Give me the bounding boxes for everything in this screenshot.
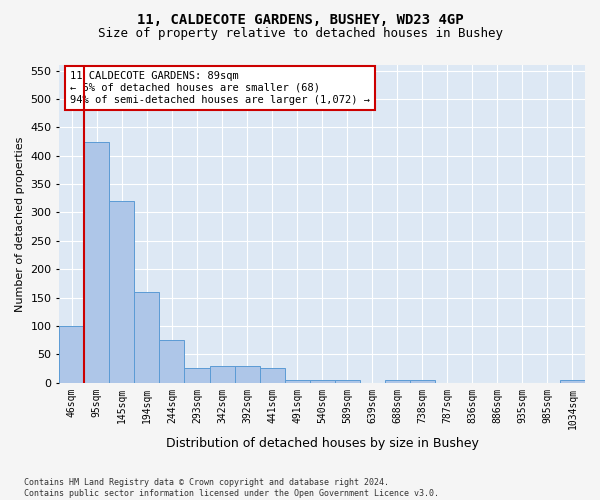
Y-axis label: Number of detached properties: Number of detached properties bbox=[15, 136, 25, 312]
Bar bbox=[134, 292, 160, 382]
Text: 11 CALDECOTE GARDENS: 89sqm
← 6% of detached houses are smaller (68)
94% of semi: 11 CALDECOTE GARDENS: 89sqm ← 6% of deta… bbox=[70, 72, 370, 104]
Bar bbox=[560, 380, 585, 382]
Bar bbox=[184, 368, 209, 382]
Bar bbox=[109, 201, 134, 382]
Bar bbox=[59, 326, 85, 382]
Text: Size of property relative to detached houses in Bushey: Size of property relative to detached ho… bbox=[97, 28, 503, 40]
Bar bbox=[85, 142, 109, 382]
Bar bbox=[335, 380, 360, 382]
Bar bbox=[260, 368, 284, 382]
Bar bbox=[209, 366, 235, 382]
X-axis label: Distribution of detached houses by size in Bushey: Distribution of detached houses by size … bbox=[166, 437, 479, 450]
Bar bbox=[410, 380, 435, 382]
Bar bbox=[160, 340, 184, 382]
Bar bbox=[385, 380, 410, 382]
Bar bbox=[235, 366, 260, 382]
Bar bbox=[310, 380, 335, 382]
Bar bbox=[284, 380, 310, 382]
Text: Contains HM Land Registry data © Crown copyright and database right 2024.
Contai: Contains HM Land Registry data © Crown c… bbox=[24, 478, 439, 498]
Text: 11, CALDECOTE GARDENS, BUSHEY, WD23 4GP: 11, CALDECOTE GARDENS, BUSHEY, WD23 4GP bbox=[137, 12, 463, 26]
